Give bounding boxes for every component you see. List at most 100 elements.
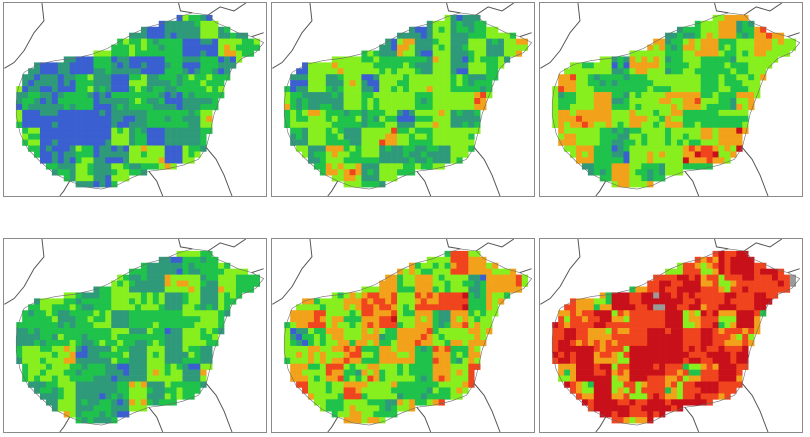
map-cell (313, 345, 321, 353)
map-cell (552, 339, 559, 347)
map-cell (105, 74, 112, 81)
map-cell (105, 363, 112, 370)
map-cell (676, 292, 684, 299)
map-cell (564, 339, 571, 347)
map-cell (730, 74, 737, 81)
map-cell (432, 292, 439, 299)
map-cell (611, 381, 618, 388)
map-cell (69, 74, 76, 81)
map-cell (135, 345, 142, 353)
map-cell (403, 274, 410, 281)
map-cell (450, 274, 457, 281)
map-cell (75, 98, 82, 105)
map-cell (34, 68, 41, 75)
map-cell (188, 133, 195, 140)
map-cell (599, 369, 606, 376)
map-cell (587, 310, 595, 317)
map-cell (653, 286, 660, 293)
map-cell (641, 163, 648, 170)
map-cell (361, 351, 368, 359)
map-cell (87, 417, 94, 424)
map-cell (313, 387, 321, 394)
map-cell (635, 163, 642, 170)
map-cell (230, 32, 237, 39)
map-cell (111, 387, 118, 394)
map-cell (706, 393, 713, 400)
map-cell (480, 298, 487, 305)
map-cell (176, 339, 183, 347)
map-cell (117, 86, 124, 93)
map-cell (117, 44, 124, 51)
map-cell (355, 157, 362, 164)
map-cell (152, 115, 160, 123)
map-cell (373, 103, 380, 111)
map-cell (146, 363, 154, 370)
map-cell (676, 38, 684, 45)
map-cell (581, 387, 589, 394)
map-cell (105, 381, 112, 388)
map-cell (456, 74, 463, 81)
map-cell (474, 56, 481, 63)
map-cell (552, 351, 559, 359)
map-cell (158, 292, 165, 299)
map-cell (188, 139, 195, 146)
map-cell (629, 163, 636, 170)
map-cell (129, 351, 136, 359)
map-cell (206, 316, 213, 323)
map-cell (117, 304, 124, 311)
map-cell (486, 292, 493, 299)
map-cell (712, 151, 719, 158)
map-cell (135, 56, 142, 63)
map-cell (373, 286, 380, 293)
map-cell (361, 334, 368, 341)
map-cell (426, 304, 433, 311)
map-cell (75, 316, 82, 323)
map-cell (408, 50, 416, 57)
map-cell (81, 339, 88, 347)
map-cell (635, 357, 642, 365)
map-cell (385, 74, 392, 81)
map-cell (676, 80, 684, 87)
map-cell (158, 268, 165, 275)
map-cell (111, 68, 118, 75)
map-cell (498, 62, 505, 69)
map-cell (307, 357, 315, 365)
map-cell (462, 145, 469, 152)
map-cell (164, 280, 171, 287)
map-cell (688, 92, 696, 99)
map-cell (486, 310, 493, 317)
map-cell (438, 121, 445, 129)
map-cell (212, 292, 219, 299)
map-cell (212, 322, 219, 329)
map-cell (456, 68, 463, 75)
map-cell (302, 345, 309, 353)
map-cell (754, 286, 761, 293)
map-cell (307, 328, 315, 335)
map-cell (313, 103, 321, 111)
map-cell (653, 50, 660, 57)
map-cell (486, 268, 493, 275)
map-cell (331, 109, 338, 117)
map-cell (123, 316, 130, 323)
map-cell (152, 103, 160, 111)
map-cell (325, 375, 333, 382)
map-cell (700, 68, 707, 75)
map-cell (420, 274, 428, 281)
map-cell (188, 56, 195, 63)
map-cell (665, 328, 672, 335)
map-cell (748, 56, 755, 63)
map-cell (718, 86, 725, 93)
map-cell (117, 151, 124, 158)
map-cell (570, 139, 577, 146)
map-cell (718, 74, 725, 81)
map-cell (718, 92, 725, 99)
map-cell (224, 32, 231, 39)
map-cell (403, 32, 410, 39)
map-cell (647, 345, 654, 353)
map-cell (492, 38, 499, 45)
map-cell (432, 50, 439, 57)
map-cell (34, 103, 41, 111)
map-cell (373, 50, 380, 57)
map-cell (99, 121, 106, 129)
map-cell (581, 351, 589, 359)
